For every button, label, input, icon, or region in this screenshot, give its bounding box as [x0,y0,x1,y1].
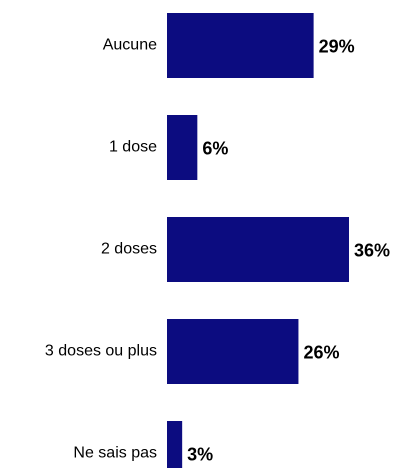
value-label: 29% [319,36,355,56]
bar [167,319,299,384]
category-label: 2 doses [101,241,157,258]
value-label: 26% [303,342,339,362]
bar [167,115,198,180]
bar [167,217,349,282]
category-label: 3 doses ou plus [45,343,157,360]
bar [167,421,183,468]
value-label: 6% [202,138,228,158]
bar [167,13,314,78]
category-label: Aucune [103,37,157,54]
value-label: 3% [187,444,213,464]
category-label: 1 dose [109,139,157,156]
value-label: 36% [354,240,390,260]
category-label: Ne sais pas [73,445,157,462]
